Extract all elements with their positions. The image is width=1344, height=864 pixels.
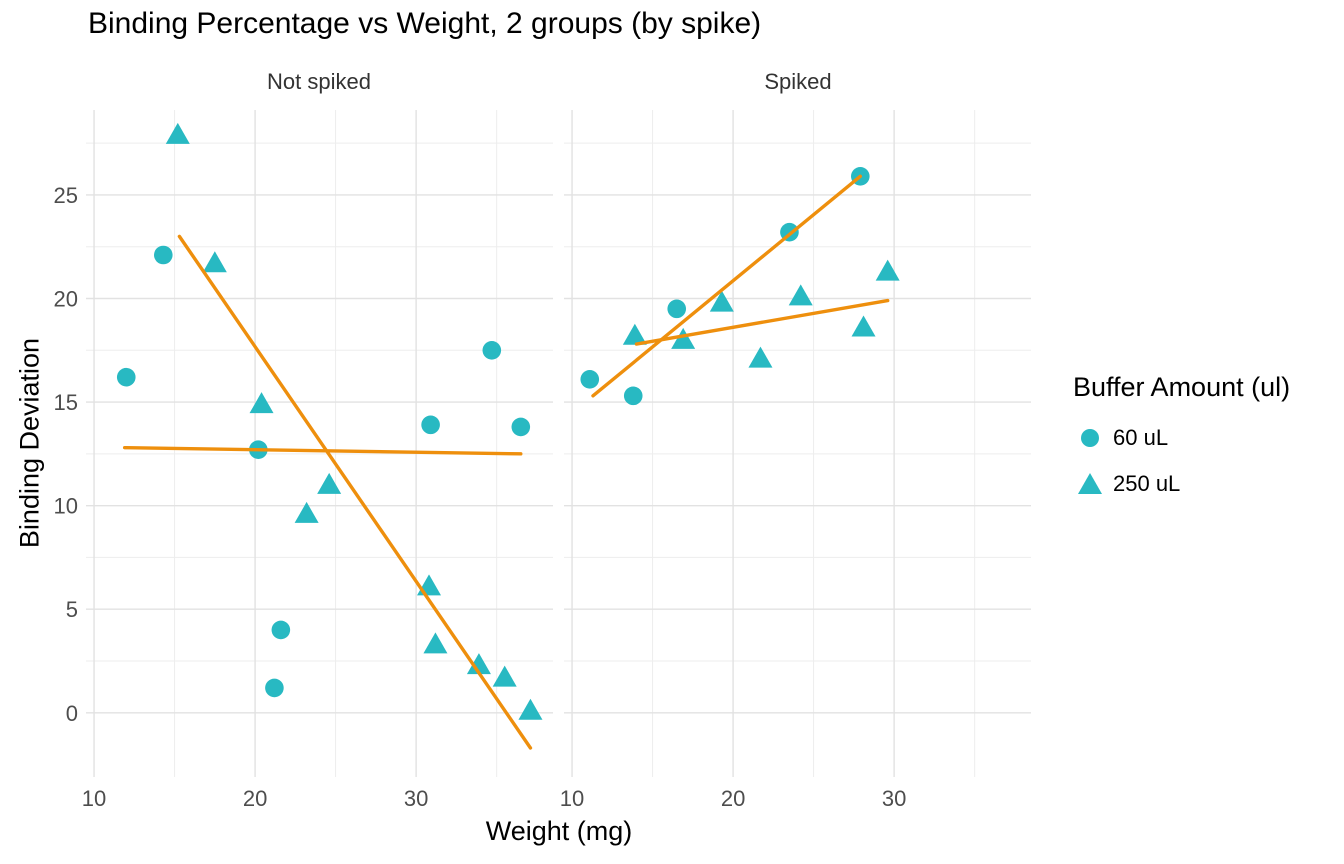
circle-glyph-icon: [1081, 429, 1099, 447]
legend-title: Buffer Amount (ul): [1073, 372, 1291, 402]
legend-item-label: 60 uL: [1113, 425, 1169, 450]
data-point-triangle: [518, 698, 543, 720]
data-point-triangle: [492, 665, 517, 687]
data-point-circle: [623, 386, 643, 406]
data-point-triangle: [748, 346, 773, 368]
triangle-glyph-icon: [1078, 473, 1102, 494]
data-point-triangle: [423, 632, 448, 654]
x-axis-tick-label: 20: [243, 786, 267, 811]
series-circle: [116, 245, 531, 698]
chart-title: Binding Percentage vs Weight, 2 groups (…: [88, 7, 762, 40]
series-triangle: [622, 259, 900, 368]
panel-spiked: 10 20 30: [560, 110, 1031, 811]
y-axis-tick-label: 10: [54, 494, 78, 519]
data-point-circle: [580, 369, 600, 389]
data-point-circle: [116, 367, 136, 387]
data-point-triangle: [788, 284, 813, 306]
facet-strip-spiked: Spiked: [764, 69, 832, 94]
trend-line: [122, 445, 523, 456]
panel-not-spiked: 10 20 30: [82, 110, 553, 811]
data-point-triangle: [165, 122, 190, 144]
data-point-triangle: [294, 501, 319, 523]
data-point-triangle: [466, 653, 491, 675]
y-axis-tick-label: 0: [66, 701, 78, 726]
y-axis-tick-label: 15: [54, 390, 78, 415]
data-point-triangle: [875, 259, 900, 281]
data-point-triangle: [202, 251, 227, 273]
legend-item-250ul: 250 uL: [1073, 466, 1290, 502]
legend: Buffer Amount (ul) 60 uL 250 uL: [1073, 370, 1290, 512]
facet-strip-not-spiked: Not spiked: [267, 69, 371, 94]
data-point-triangle: [622, 323, 647, 345]
x-axis-title: Weight (mg): [485, 816, 633, 846]
data-point-circle: [482, 340, 502, 360]
x-axis-tick-label: 10: [560, 786, 584, 811]
legend-item-60ul: 60 uL: [1073, 420, 1290, 456]
trend-line: [591, 174, 863, 398]
data-point-triangle: [709, 290, 734, 312]
x-axis-tick-label: 30: [882, 786, 906, 811]
y-axis-tick-label: 20: [54, 287, 78, 312]
data-point-triangle: [671, 327, 696, 349]
y-axis-title: Binding Deviation: [14, 337, 45, 549]
trend-line: [634, 298, 890, 346]
data-point-circle: [511, 417, 531, 437]
y-axis-tick-label: 5: [66, 597, 78, 622]
trend-line: [177, 234, 533, 750]
data-point-circle: [667, 299, 687, 319]
data-point-circle: [153, 245, 173, 265]
y-axis-tick-label: 25: [54, 183, 78, 208]
data-point-triangle: [851, 315, 876, 337]
x-axis-tick-label: 30: [404, 786, 428, 811]
data-point-triangle: [317, 472, 342, 494]
x-axis-tick-label: 20: [721, 786, 745, 811]
legend-item-label: 250 uL: [1113, 471, 1181, 496]
data-point-circle: [265, 678, 284, 698]
gridlines: [564, 110, 1031, 777]
data-point-circle: [421, 415, 440, 435]
data-point-triangle: [249, 392, 274, 414]
series-triangle: [165, 122, 543, 720]
x-axis-tick-label: 10: [82, 786, 106, 811]
data-point-circle: [271, 620, 291, 640]
